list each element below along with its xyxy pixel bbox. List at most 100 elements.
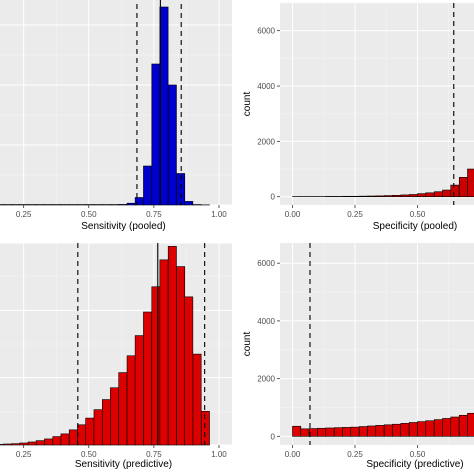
histogram-bar xyxy=(408,194,418,197)
histogram-bar xyxy=(118,204,128,206)
histogram-bar xyxy=(450,416,460,437)
histogram-bar xyxy=(408,422,418,437)
histogram-bar xyxy=(425,420,435,437)
histogram-bar xyxy=(383,424,393,437)
x-tick-label: 0.50 xyxy=(410,450,426,459)
histogram-bar xyxy=(126,355,136,446)
x-tick-label: 0.25 xyxy=(16,450,32,459)
histogram-bar xyxy=(60,433,70,446)
histogram-bar xyxy=(450,184,460,197)
histogram-bar xyxy=(77,424,87,446)
histogram-bar xyxy=(433,191,443,197)
histogram-bar xyxy=(467,412,474,437)
x-tick-label: 0.75 xyxy=(146,210,162,219)
panel-bottom-right: 0.00 0.25 0.50 0 2000 4000 6000 Specificity (pr… xyxy=(242,243,474,470)
panel-background xyxy=(0,0,232,205)
histogram-bar xyxy=(176,173,186,206)
histogram-bar xyxy=(442,418,452,437)
histogram-bar xyxy=(300,428,310,437)
histogram-bar xyxy=(110,387,119,446)
y-tick-label: 6000 xyxy=(257,27,275,36)
histogram-bar xyxy=(44,438,54,446)
histogram-bar xyxy=(0,444,4,446)
histogram-bar xyxy=(400,194,410,197)
y-tick-label: 0 xyxy=(271,193,276,202)
histogram-bar xyxy=(417,421,427,437)
histogram-bar xyxy=(167,84,177,206)
panel-background xyxy=(280,243,474,445)
histogram-bar xyxy=(118,372,128,446)
histogram-bar xyxy=(176,266,186,446)
histogram-bar xyxy=(325,427,335,437)
histogram-bar xyxy=(27,441,37,446)
y-axis-title: count xyxy=(242,332,253,357)
y-tick-label: 4000 xyxy=(257,317,275,326)
histogram-bar xyxy=(159,6,169,206)
histogram-bar xyxy=(358,426,368,437)
histogram-bar xyxy=(126,202,136,206)
histogram-bar xyxy=(184,201,194,206)
histogram-bar xyxy=(11,443,20,446)
y-tick-label: 6000 xyxy=(257,259,275,268)
y-axis-title: count xyxy=(242,92,253,117)
histogram-bar xyxy=(417,193,427,197)
histogram-bar xyxy=(159,259,169,446)
histogram-bar xyxy=(333,427,343,437)
x-tick-label: 1.00 xyxy=(211,450,227,459)
histogram-bar xyxy=(167,246,177,446)
panel-bottom-left: 0.25 0.50 0.75 1.00 Sensitivity (predictive) xyxy=(0,242,232,470)
histogram-bar xyxy=(433,419,443,437)
panel-top-right: 0.00 0.25 0.50 0 2000 4000 6000 Specificity (po… xyxy=(242,2,474,232)
histogram-bar xyxy=(367,195,377,197)
x-tick-label: 0.75 xyxy=(146,450,162,459)
x-tick-label: 0.25 xyxy=(16,210,32,219)
histogram-bar xyxy=(392,195,402,197)
x-tick-label: 0.50 xyxy=(81,450,97,459)
histogram-bar xyxy=(200,411,210,446)
histogram-bar xyxy=(102,399,111,446)
histogram-bar xyxy=(184,296,194,446)
x-tick-label: 0.00 xyxy=(285,450,301,459)
x-tick-label: 0.00 xyxy=(285,210,301,219)
histogram-bar xyxy=(151,63,161,206)
histogram-bar xyxy=(375,195,385,197)
histogram-bar xyxy=(93,409,103,446)
x-tick-label: 0.25 xyxy=(347,450,363,459)
histogram-bar xyxy=(467,168,474,197)
panel-background xyxy=(280,3,474,205)
histogram-bar xyxy=(19,442,29,446)
histogram-bar xyxy=(358,195,368,197)
histogram-bar xyxy=(367,425,377,437)
histogram-bar xyxy=(342,427,352,437)
x-axis-title: Sensitivity (predictive) xyxy=(75,459,172,470)
histogram-bar xyxy=(68,429,78,446)
histogram-bar xyxy=(350,426,360,437)
histogram-bar xyxy=(3,443,12,446)
histogram-bar xyxy=(134,335,144,446)
y-tick-label: 0 xyxy=(271,432,276,441)
histogram-bar xyxy=(143,311,153,446)
x-tick-label: 0.25 xyxy=(347,210,363,219)
histogram-bar xyxy=(383,195,393,197)
panel-top-left: 0.25 0.50 0.75 1.00 Sensitivity (pooled) xyxy=(0,0,232,232)
histogram-bar xyxy=(400,423,410,437)
histogram-bar xyxy=(35,440,45,446)
x-tick-label: 0.50 xyxy=(81,210,97,219)
y-tick-label: 4000 xyxy=(257,82,275,91)
x-tick-label: 0.50 xyxy=(410,210,426,219)
histogram-bar xyxy=(85,417,95,446)
x-axis-title: Sensitivity (pooled) xyxy=(81,221,165,232)
histogram-bar xyxy=(52,436,62,446)
histogram-bar xyxy=(317,427,327,437)
histogram-bar xyxy=(143,165,153,206)
histogram-bar xyxy=(458,414,468,437)
y-tick-label: 2000 xyxy=(257,137,275,146)
histogram-bar xyxy=(192,353,202,446)
histogram-bar xyxy=(392,423,402,437)
histogram-bar xyxy=(375,425,385,437)
histogram-bar xyxy=(292,425,302,437)
x-axis-title: Specificity (predictive) xyxy=(366,459,463,470)
histogram-bar xyxy=(442,189,452,197)
y-tick-label: 2000 xyxy=(257,375,275,384)
